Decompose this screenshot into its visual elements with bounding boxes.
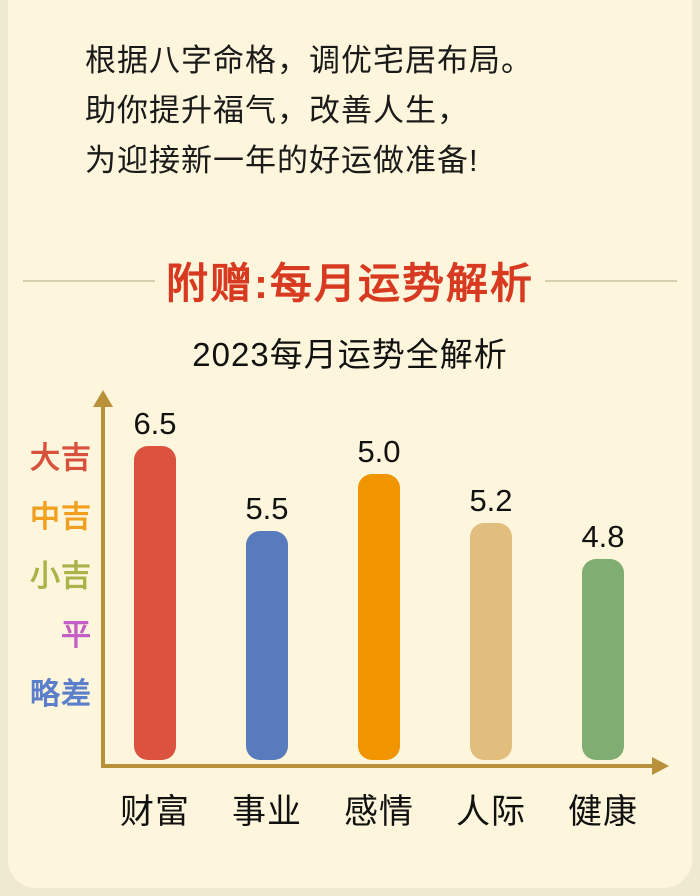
background-panel: [8, 0, 692, 888]
y-axis-label: 大吉: [30, 442, 92, 475]
y-axis-label: 略差: [30, 678, 92, 711]
bar-3: [358, 474, 400, 760]
bar-value-label: 5.2: [469, 483, 513, 518]
y-axis-label: 中吉: [30, 501, 92, 534]
section-header: 附赠:每月运势解析: [0, 250, 700, 311]
x-axis: [101, 764, 653, 768]
intro-line-3: 为迎接新一年的好运做准备!: [85, 143, 479, 178]
y-axis-arrow-icon: [93, 390, 113, 407]
x-axis-category-label: 财富: [120, 793, 190, 831]
right-divider-line: [545, 279, 677, 282]
chart-title: 2023每月运势全解析: [192, 336, 508, 373]
intro-text: 根据八字命格，调优宅居布局。 助你提升福气，改善人生， 为迎接新一年的好运做准备…: [85, 36, 533, 186]
bar-value-label: 6.5: [133, 406, 177, 441]
intro-line-2: 助你提升福气，改善人生，: [85, 93, 469, 128]
intro-line-1: 根据八字命格，调优宅居布局。: [85, 43, 533, 78]
bar-value-label: 5.0: [357, 434, 401, 469]
bar-value-label: 4.8: [581, 519, 625, 554]
x-axis-arrow-icon: [652, 757, 669, 775]
y-axis: [101, 404, 105, 768]
bar-4: [470, 523, 512, 760]
bar-value-label: 5.5: [245, 491, 289, 526]
x-axis-category-label: 人际: [456, 793, 526, 831]
section-title: 附赠:每月运势解析: [166, 260, 534, 307]
bar-5: [582, 559, 624, 760]
left-divider-line: [23, 279, 155, 282]
x-axis-category-label: 健康: [568, 793, 638, 831]
bar-2: [246, 531, 288, 760]
x-axis-category-label: 感情: [344, 793, 414, 831]
x-axis-category-label: 事业: [232, 793, 302, 831]
y-axis-label: 平: [61, 619, 92, 652]
y-axis-label: 小吉: [30, 560, 92, 593]
bar-1: [134, 446, 176, 760]
